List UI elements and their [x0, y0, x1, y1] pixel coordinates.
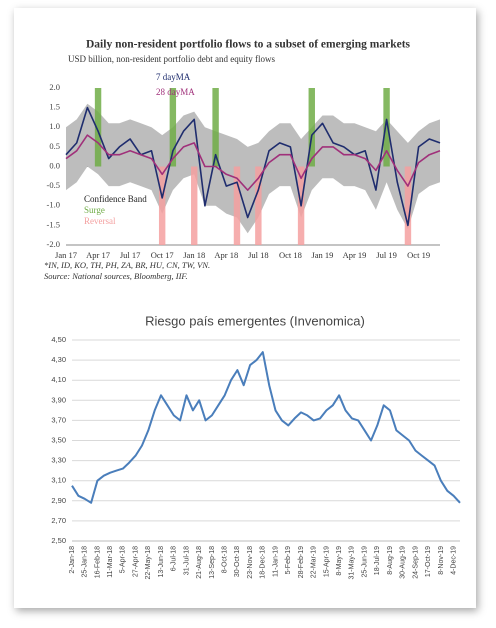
x-tick-label: 21-Aug-18	[196, 546, 203, 579]
x-tick-label: 23-Nov-18	[247, 546, 254, 579]
x-tick-label: 8-Nov-19	[438, 546, 445, 575]
x-tick-label: 5-Feb-19	[285, 546, 292, 575]
x-tick-label: 31-May-19	[349, 546, 356, 580]
x-tick-label: Oct 17	[151, 250, 174, 260]
x-tick-label: 4-Dec-19	[450, 546, 457, 575]
chart-title: Daily non-resident portfolio flows to a …	[86, 39, 411, 51]
bar	[169, 88, 177, 167]
legend-label: 7 dayMA	[156, 72, 191, 82]
legend-label: Surge	[84, 205, 105, 215]
x-tick-label: 17-Oct-19	[425, 546, 432, 577]
x-tick-label: 13-Jun-18	[158, 546, 165, 578]
x-tick-label: Apr 18	[214, 250, 238, 260]
y-tick-label: -1.5	[47, 219, 60, 229]
x-tick-label: 6-Jul-18	[171, 546, 178, 571]
bar	[255, 166, 262, 245]
x-tick-label: 28-Feb-19	[298, 546, 305, 578]
legend-label: Confidence Band	[84, 194, 147, 204]
x-tick-label: 8-Oct-18	[221, 546, 228, 573]
x-tick-label: 11-Jan-19	[272, 546, 279, 577]
bar	[308, 88, 315, 167]
x-tick-label: 27-Apr-18	[132, 546, 139, 577]
y-tick-label: -1.0	[47, 200, 60, 210]
bar	[158, 166, 166, 245]
x-tick-label: 22-Mar-19	[311, 546, 318, 578]
x-tick-label: 2-Jan-18	[69, 546, 76, 574]
x-tick-label: 5-Apr-18	[120, 546, 127, 573]
x-tick-label: Apr 19	[343, 250, 367, 260]
y-tick-label: 3,30	[51, 456, 66, 465]
x-tick-label: 25-Jan-18	[82, 546, 89, 578]
y-tick-label: 4,30	[51, 355, 66, 364]
line	[71, 351, 461, 504]
chart-subtitle: USD billion, non-resident portfolio debt…	[68, 54, 275, 64]
y-tick-label: 2,70	[51, 516, 66, 525]
x-tick-label: 30-Aug-19	[400, 546, 407, 579]
note: Source: National sources, Bloomberg, IIF…	[44, 271, 188, 281]
x-tick-label: Oct 19	[407, 250, 430, 260]
x-tick-label: Jul 17	[120, 250, 141, 260]
note: *IN, ID, KO, TH, PH, ZA, BR, HU, CN, TW,…	[44, 260, 210, 270]
bar	[383, 88, 390, 167]
y-tick-label: 0.0	[49, 160, 60, 170]
legend-label: Reversal	[84, 216, 116, 226]
bar	[191, 166, 198, 245]
y-tick-label: 4,50	[51, 335, 66, 344]
bar	[212, 88, 219, 167]
y-tick-label: -2.0	[47, 239, 60, 249]
x-tick-label: 16-Feb-18	[94, 546, 101, 578]
legend-label: 28 dayMA	[156, 87, 195, 97]
x-tick-label: 8-Aug-19	[387, 546, 394, 575]
x-tick-label: 13-Sep-18	[209, 546, 216, 579]
y-tick-label: 0.5	[49, 141, 60, 151]
y-tick-label: 2,50	[51, 536, 66, 545]
x-tick-label: 15-Apr-19	[323, 546, 330, 577]
x-tick-label: 30-Oct-18	[234, 546, 241, 577]
line	[65, 134, 441, 191]
y-tick-label: 4,10	[51, 375, 66, 384]
x-tick-label: Apr 17	[86, 250, 110, 260]
y-tick-label: 2.0	[49, 82, 60, 92]
bar	[233, 166, 241, 245]
x-tick-label: Jan 18	[183, 250, 205, 260]
line	[65, 106, 441, 227]
bar	[404, 166, 412, 245]
x-tick-label: Jul 18	[248, 250, 269, 260]
x-tick-label: 18-Dec-18	[260, 546, 267, 579]
x-tick-label: Jan 17	[55, 250, 77, 260]
x-tick-label: Jul 19	[376, 250, 397, 260]
x-tick-label: 18-Jul-19	[374, 546, 381, 575]
y-tick-label: 2,90	[51, 496, 66, 505]
x-tick-label: Oct 18	[279, 250, 302, 260]
y-tick-label: 3,10	[51, 476, 66, 485]
x-tick-label: 8-May-19	[336, 546, 343, 576]
bar	[94, 88, 102, 167]
x-tick-label: 22-May-18	[145, 546, 152, 580]
chart-title: Riesgo país emergentes (Invenomica)	[145, 313, 365, 328]
y-tick-label: 1.0	[49, 121, 60, 131]
x-tick-label: 24-Sep-19	[412, 546, 419, 579]
y-tick-label: 3,90	[51, 395, 66, 404]
y-tick-label: 1.5	[49, 102, 60, 112]
x-tick-label: 11-Mar-18	[107, 546, 114, 578]
x-tick-label: Jan 19	[311, 250, 333, 260]
x-tick-label: 25-Jun-19	[361, 546, 368, 578]
y-tick-label: 3,70	[51, 415, 66, 424]
x-tick-label: 31-Jul-18	[183, 546, 190, 575]
y-tick-label: -0.5	[47, 180, 60, 190]
y-tick-label: 3,50	[51, 435, 66, 444]
